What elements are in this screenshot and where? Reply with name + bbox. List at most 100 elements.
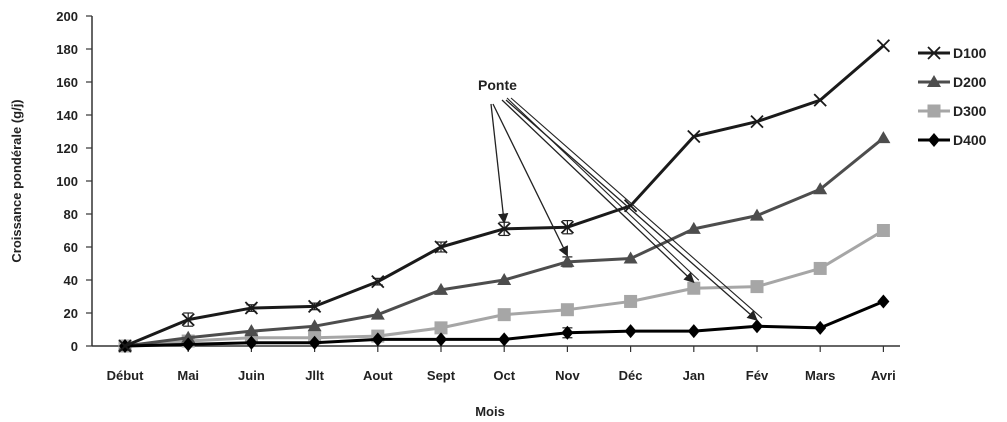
data-point-d400 xyxy=(561,325,574,340)
y-tick-label: 120 xyxy=(56,141,78,156)
marker-stroke xyxy=(434,240,448,254)
marker-stroke xyxy=(118,339,132,353)
legend: D100 D200 D300 D400 xyxy=(918,45,987,148)
x-tick-label: Avri xyxy=(871,368,896,383)
data-point-d300 xyxy=(813,261,827,275)
series-group xyxy=(118,39,891,353)
data-point-d100 xyxy=(813,93,827,107)
x-tick-label: Fév xyxy=(746,368,769,383)
data-point-d200 xyxy=(370,307,385,320)
annotation-arrow xyxy=(490,103,509,224)
data-point-d400 xyxy=(751,319,763,334)
marker-stroke xyxy=(244,301,259,315)
data-point-d100 xyxy=(497,222,511,236)
data-point-d200 xyxy=(813,182,828,195)
data-point-d400 xyxy=(182,337,195,352)
data-point-d100 xyxy=(307,299,322,314)
marker-stroke xyxy=(687,129,701,144)
legend-item-d200: D200 xyxy=(918,74,987,90)
y-tick-label: 100 xyxy=(56,174,78,189)
data-point-d100 xyxy=(560,220,575,234)
data-point-d300 xyxy=(560,303,574,317)
data-point-d100 xyxy=(181,312,195,327)
data-point-d100 xyxy=(750,114,764,129)
x-tick-label: Oct xyxy=(493,368,515,383)
marker-stroke xyxy=(813,93,827,107)
data-point-d200 xyxy=(686,221,701,234)
series-d400 xyxy=(119,294,890,353)
x-tick-label: Aout xyxy=(363,368,393,383)
data-point-d200 xyxy=(181,330,196,343)
data-point-d400 xyxy=(624,324,637,339)
y-tick-label: 180 xyxy=(56,42,78,57)
data-point-d300 xyxy=(687,281,701,295)
y-ticks: 0 20 40 60 80 100 120 140 160 180 200 xyxy=(56,9,92,354)
data-point-d200 xyxy=(623,251,638,264)
annotation-arrow xyxy=(492,103,568,257)
data-point-d400 xyxy=(687,324,700,339)
annotation-arrow xyxy=(501,99,695,283)
data-point-d100 xyxy=(244,301,259,315)
marker-stroke xyxy=(750,114,764,129)
marker-stroke xyxy=(371,275,385,289)
data-point-d200 xyxy=(434,282,448,295)
y-tick-label: 160 xyxy=(56,75,78,90)
x-tick-label: Jan xyxy=(683,368,705,383)
series-line-d300 xyxy=(124,229,885,348)
data-point-d300 xyxy=(750,280,764,294)
data-point-d300 xyxy=(624,294,638,308)
x-tick-label: Début xyxy=(107,368,145,383)
y-axis-title: Croissance pondérale (g/j) xyxy=(9,99,24,262)
annotation-arrow xyxy=(505,99,758,321)
y-tick-label: 140 xyxy=(56,108,78,123)
data-point-d400 xyxy=(814,320,827,335)
marker-stroke xyxy=(623,199,638,213)
data-point-d100 xyxy=(371,275,385,289)
data-point-d100 xyxy=(687,129,701,144)
legend-label: D400 xyxy=(953,132,987,148)
data-point-d100 xyxy=(876,39,891,53)
legend-item-d300: D300 xyxy=(918,103,987,119)
x-ticks: Début Mai Juin Jllt Aout Sept Oct Nov Déc Jan Fév M… xyxy=(107,346,896,383)
data-point-d200 xyxy=(560,254,575,267)
x-tick-label: Jllt xyxy=(305,368,324,383)
x-tick-label: Sept xyxy=(427,368,456,383)
y-tick-label: 40 xyxy=(64,273,78,288)
y-tick-label: 80 xyxy=(64,207,78,222)
marker-stroke xyxy=(307,299,322,314)
marker-stroke xyxy=(927,46,941,60)
data-point-d100 xyxy=(623,199,638,213)
marker-stroke xyxy=(876,39,891,53)
annotation-group: Ponte xyxy=(478,77,763,321)
legend-marker xyxy=(927,46,941,60)
legend-item-d400: D400 xyxy=(918,132,987,148)
data-point-d200 xyxy=(876,131,891,144)
data-point-d300 xyxy=(876,224,890,237)
axes xyxy=(91,16,900,347)
data-point-d400 xyxy=(308,335,321,350)
data-point-d400 xyxy=(245,335,258,350)
data-point-d200 xyxy=(497,273,512,285)
data-point-d100 xyxy=(118,339,132,353)
data-point-d300 xyxy=(434,321,448,335)
legend-item-d100: D100 xyxy=(918,45,987,61)
data-point-d400 xyxy=(435,332,447,347)
marker-stroke xyxy=(560,220,575,234)
legend-label: D200 xyxy=(953,74,987,90)
marker-stroke xyxy=(497,222,511,236)
annotation-arrow-outline xyxy=(510,97,763,319)
series-d200 xyxy=(118,131,891,351)
data-point-d200 xyxy=(750,208,764,221)
x-tick-label: Déc xyxy=(619,368,643,383)
data-point-d400 xyxy=(371,332,384,347)
y-tick-label: 200 xyxy=(56,9,78,24)
legend-marker xyxy=(928,133,940,147)
y-tick-label: 60 xyxy=(64,240,78,255)
data-point-d200 xyxy=(307,319,322,332)
x-tick-label: Mai xyxy=(177,368,199,383)
y-tick-label: 0 xyxy=(71,339,78,354)
x-axis-title: Mois xyxy=(475,404,505,419)
y-tick-label: 20 xyxy=(64,306,78,321)
marker-stroke xyxy=(181,312,195,327)
